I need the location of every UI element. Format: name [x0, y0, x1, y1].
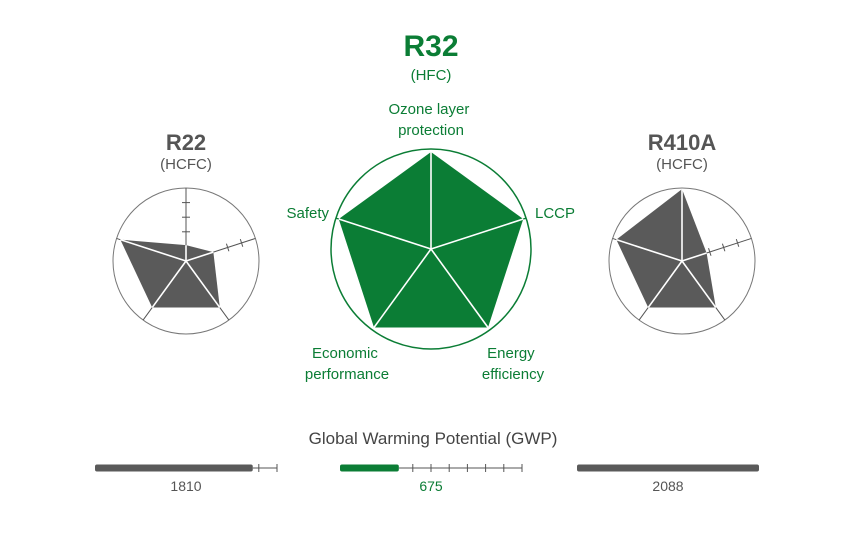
radar-outline-circle	[608, 187, 756, 335]
axis-label-economic: Economic performance	[305, 345, 389, 383]
radar-r410a	[608, 187, 756, 335]
axis-label-ozone: Ozone layer protection	[388, 101, 473, 139]
r32-subtitle: (HFC)	[411, 67, 452, 84]
radar-polygon	[120, 239, 220, 308]
radar-spoke	[338, 218, 432, 250]
gwp-bars: 1810 675 2088	[95, 464, 759, 494]
gwp-title: Global Warming Potential (GWP)	[309, 429, 558, 448]
radar-axis-scale	[638, 307, 649, 321]
r22-title: R22	[166, 130, 206, 155]
radar-label-connector	[335, 217, 339, 220]
radar-scale-tick	[239, 238, 244, 247]
radar-spoke	[681, 260, 717, 309]
radar-axis-scale	[715, 307, 726, 321]
radar-spoke	[151, 260, 187, 309]
gwp-bar-fill	[340, 464, 399, 472]
axis-label-economic-line1: Economic	[312, 345, 378, 362]
radar-scale-tick	[708, 248, 712, 256]
radar-scale-tick	[735, 238, 740, 247]
radar-spoke	[185, 251, 214, 262]
axis-label-energy-line1: Energy	[487, 345, 535, 362]
gwp-bar-fill	[95, 464, 253, 472]
radar-axis-scale	[706, 237, 752, 254]
axis-label-ozone-line1: Ozone layer	[388, 101, 469, 118]
radar-spoke	[681, 252, 707, 262]
radar-axis-scale	[142, 307, 153, 321]
radar-axis-scale	[213, 237, 256, 253]
axis-label-lccp: LCCP	[535, 205, 575, 222]
radar-spoke	[373, 248, 432, 328]
radar-spoke	[616, 238, 683, 262]
radar-axis-scale	[219, 307, 230, 321]
axis-label-safety: Safety	[286, 205, 329, 222]
gwp-value-label: 675	[419, 478, 443, 494]
radar-charts	[112, 148, 756, 350]
radar-spoke	[430, 218, 524, 250]
r410a-title: R410A	[648, 130, 717, 155]
gwp-bar-fill	[577, 464, 759, 472]
radar-r32	[330, 148, 532, 350]
axis-label-economic-line2: performance	[305, 366, 389, 383]
gwp-bar-2088: 2088	[577, 464, 759, 494]
r410a-subtitle: (HCFC)	[656, 156, 708, 173]
gwp-bar-1810: 1810	[95, 464, 278, 494]
radar-spoke	[647, 260, 683, 309]
radar-scale-tick	[721, 243, 726, 252]
radar-polygon	[616, 189, 716, 308]
r32-title: R32	[403, 30, 458, 63]
gwp-value-label: 2088	[652, 478, 683, 494]
axis-label-ozone-line2: protection	[398, 122, 464, 139]
gwp-bar-675: 675	[340, 464, 523, 494]
radar-label-connector	[523, 217, 527, 220]
axis-label-energy: Energy efficiency	[482, 345, 545, 383]
r22-subtitle: (HCFC)	[160, 156, 212, 173]
radar-r22	[112, 187, 260, 335]
radar-outline-circle	[330, 148, 532, 350]
axis-label-energy-line2: efficiency	[482, 366, 545, 383]
gwp-value-label: 1810	[170, 478, 201, 494]
radar-axis-scale	[612, 237, 617, 241]
radar-axis-scale	[116, 237, 121, 241]
radar-spoke	[120, 238, 187, 262]
radar-spoke	[430, 248, 489, 328]
radar-scale-tick	[225, 243, 230, 252]
radar-spoke	[185, 260, 221, 309]
